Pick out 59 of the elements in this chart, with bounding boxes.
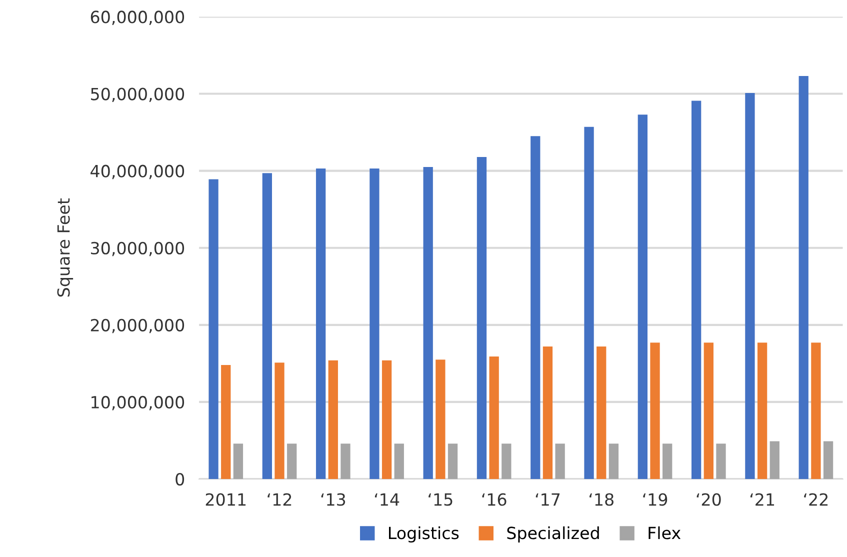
x-tick-label: ‘21: [750, 493, 774, 506]
bar: [757, 342, 768, 480]
bar: [221, 364, 231, 480]
x-tick-label: ‘19: [643, 493, 668, 506]
bar: [328, 360, 338, 480]
x-tick-label: ‘12: [268, 493, 292, 506]
bar: [262, 173, 272, 480]
bar: [394, 444, 404, 480]
y-tick-label: 20,000,000: [90, 318, 184, 334]
bar: [716, 444, 726, 480]
x-tick-label: ‘15: [428, 493, 452, 506]
bar: [382, 360, 392, 480]
x-tick-label: ‘22: [804, 493, 828, 506]
y-tick-label: 60,000,000: [90, 10, 184, 25]
bar: [596, 346, 606, 480]
x-tick-label: ‘18: [590, 493, 614, 506]
bar: [584, 126, 594, 480]
bar: [287, 444, 297, 480]
bar: [811, 342, 821, 480]
x-tick-label: ‘20: [696, 493, 721, 506]
bar: [823, 441, 834, 480]
bar: [489, 356, 499, 480]
y-tick-label: 10,000,000: [92, 396, 184, 410]
bar: [316, 168, 326, 480]
bar: [340, 444, 350, 480]
bar: [530, 136, 540, 480]
bar: [233, 444, 244, 480]
y-tick-label: 0: [176, 472, 184, 486]
bar: [770, 441, 780, 480]
x-tick-label: ‘17: [536, 493, 560, 506]
bar: [555, 444, 565, 480]
legend-label: Logistics: [389, 526, 459, 543]
bar: [448, 444, 458, 480]
x-tick-label: 2011: [206, 493, 246, 506]
bar: [542, 346, 553, 480]
bar: [650, 342, 660, 480]
y-tick-label: 40,000,000: [90, 164, 184, 180]
bar: [662, 444, 672, 480]
y-tick-label: 50,000,000: [91, 88, 184, 102]
legend-label: Flex: [648, 526, 681, 540]
bar: [274, 362, 284, 480]
legend-label: Specialized: [507, 526, 599, 543]
bar: [436, 360, 446, 480]
bar: [704, 342, 714, 480]
x-tick-label: ‘14: [374, 493, 400, 506]
bar: [208, 179, 218, 480]
bar: [608, 444, 619, 480]
bar: [423, 166, 433, 480]
x-tick-label: ‘13: [321, 493, 346, 506]
bar: [476, 156, 487, 480]
bar: [370, 168, 380, 480]
x-tick-label: ‘16: [482, 493, 506, 506]
y-tick-label: 30,000,000: [91, 242, 184, 256]
bar: [691, 100, 702, 480]
bar: [745, 92, 755, 480]
bar: [798, 76, 808, 480]
bar: [502, 444, 512, 480]
bar: [638, 114, 648, 480]
y-axis-title: Square Feet: [57, 198, 74, 297]
